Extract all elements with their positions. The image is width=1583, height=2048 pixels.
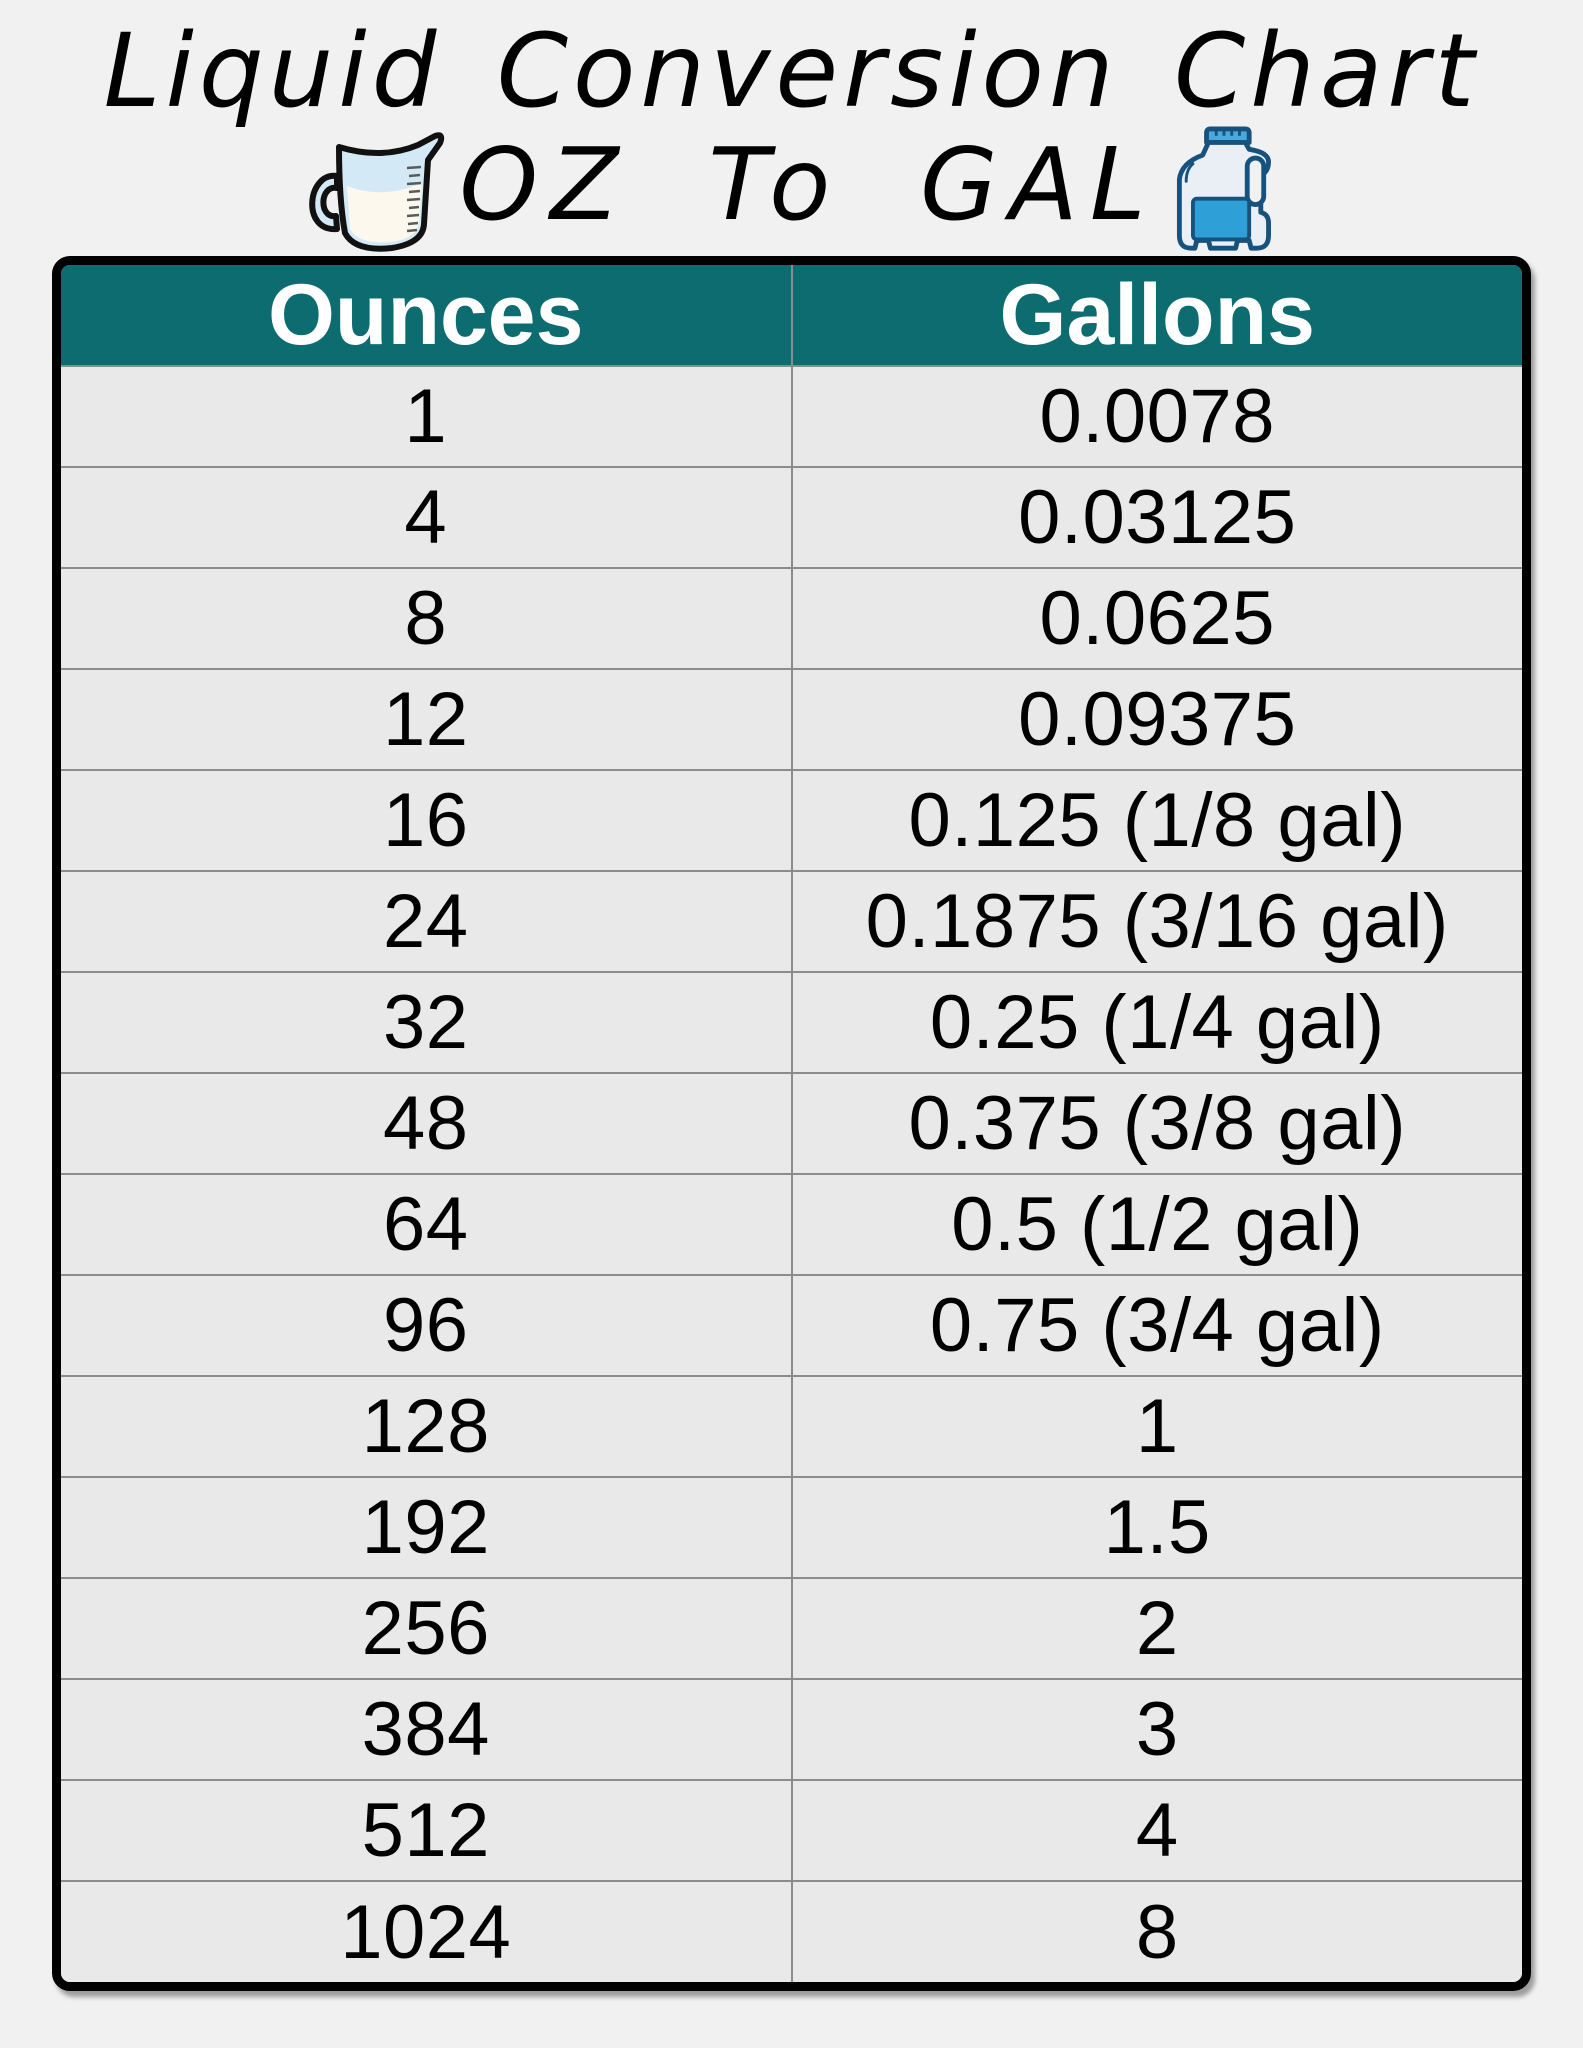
column-header-gallons: Gallons [790, 265, 1522, 367]
subtitle-row: OZ To GAL [0, 112, 1583, 262]
ounces-cell: 32 [61, 971, 793, 1074]
gallons-cell: 1.5 [790, 1476, 1522, 1579]
table-row: 64 0.5 (1/2 gal) [61, 1173, 1522, 1276]
gallons-cell: 0.0078 [790, 365, 1522, 468]
table-row: 128 1 [61, 1375, 1522, 1478]
ounces-cell: 1 [61, 365, 793, 468]
gallons-cell: 4 [790, 1779, 1522, 1882]
gallons-cell: 0.25 (1/4 gal) [790, 971, 1522, 1074]
table-row: 512 4 [61, 1779, 1522, 1882]
table-row: 8 0.0625 [61, 567, 1522, 670]
ounces-cell: 64 [61, 1173, 793, 1276]
ounces-cell: 48 [61, 1072, 793, 1175]
ounces-cell: 8 [61, 567, 793, 670]
table-row: 48 0.375 (3/8 gal) [61, 1072, 1522, 1175]
ounces-cell: 256 [61, 1577, 793, 1680]
ounces-cell: 4 [61, 466, 793, 569]
gallons-cell: 0.5 (1/2 gal) [790, 1173, 1522, 1276]
ounces-cell: 384 [61, 1678, 793, 1781]
ounces-cell: 192 [61, 1476, 793, 1579]
conversion-table: Ounces Gallons 1 0.0078 4 0.03125 8 0.0625 12 0… [61, 265, 1522, 1982]
gallons-cell: 2 [790, 1577, 1522, 1680]
column-header-ounces: Ounces [61, 265, 793, 367]
header-row: Ounces Gallons [61, 265, 1522, 367]
ounces-cell: 24 [61, 870, 793, 973]
table-row: 384 3 [61, 1678, 1522, 1781]
table-row: 1024 8 [61, 1880, 1522, 1982]
gallons-cell: 0.75 (3/4 gal) [790, 1274, 1522, 1377]
measuring-cup-icon [309, 132, 445, 252]
gallon-jug-icon [1176, 126, 1271, 251]
gallons-cell: 1 [790, 1375, 1522, 1478]
gallons-cell: 0.0625 [790, 567, 1522, 670]
gallons-cell: 8 [790, 1880, 1522, 1982]
table-row: 1 0.0078 [61, 365, 1522, 468]
page-title: Liquid Conversion Chart [103, 12, 1480, 131]
gallons-cell: 0.03125 [790, 466, 1522, 569]
gallons-cell: 0.375 (3/8 gal) [790, 1072, 1522, 1175]
gallons-cell: 0.125 (1/8 gal) [790, 769, 1522, 872]
table-row: 24 0.1875 (3/16 gal) [61, 870, 1522, 973]
table-row: 32 0.25 (1/4 gal) [61, 971, 1522, 1074]
ounces-cell: 16 [61, 769, 793, 872]
ounces-cell: 128 [61, 1375, 793, 1478]
ounces-cell: 512 [61, 1779, 793, 1882]
ounces-cell: 1024 [61, 1880, 793, 1982]
ounces-cell: 12 [61, 668, 793, 771]
table-row: 96 0.75 (3/4 gal) [61, 1274, 1522, 1377]
gallons-cell: 0.09375 [790, 668, 1522, 771]
ounces-cell: 96 [61, 1274, 793, 1377]
table-row: 16 0.125 (1/8 gal) [61, 769, 1522, 872]
table-row: 256 2 [61, 1577, 1522, 1680]
page-subtitle: OZ To GAL [459, 125, 1158, 243]
table-row: 12 0.09375 [61, 668, 1522, 771]
table-row: 192 1.5 [61, 1476, 1522, 1579]
conversion-table-frame: Ounces Gallons 1 0.0078 4 0.03125 8 0.0625 12 0… [52, 256, 1531, 1991]
table-row: 4 0.03125 [61, 466, 1522, 569]
gallons-cell: 3 [790, 1678, 1522, 1781]
gallons-cell: 0.1875 (3/16 gal) [790, 870, 1522, 973]
